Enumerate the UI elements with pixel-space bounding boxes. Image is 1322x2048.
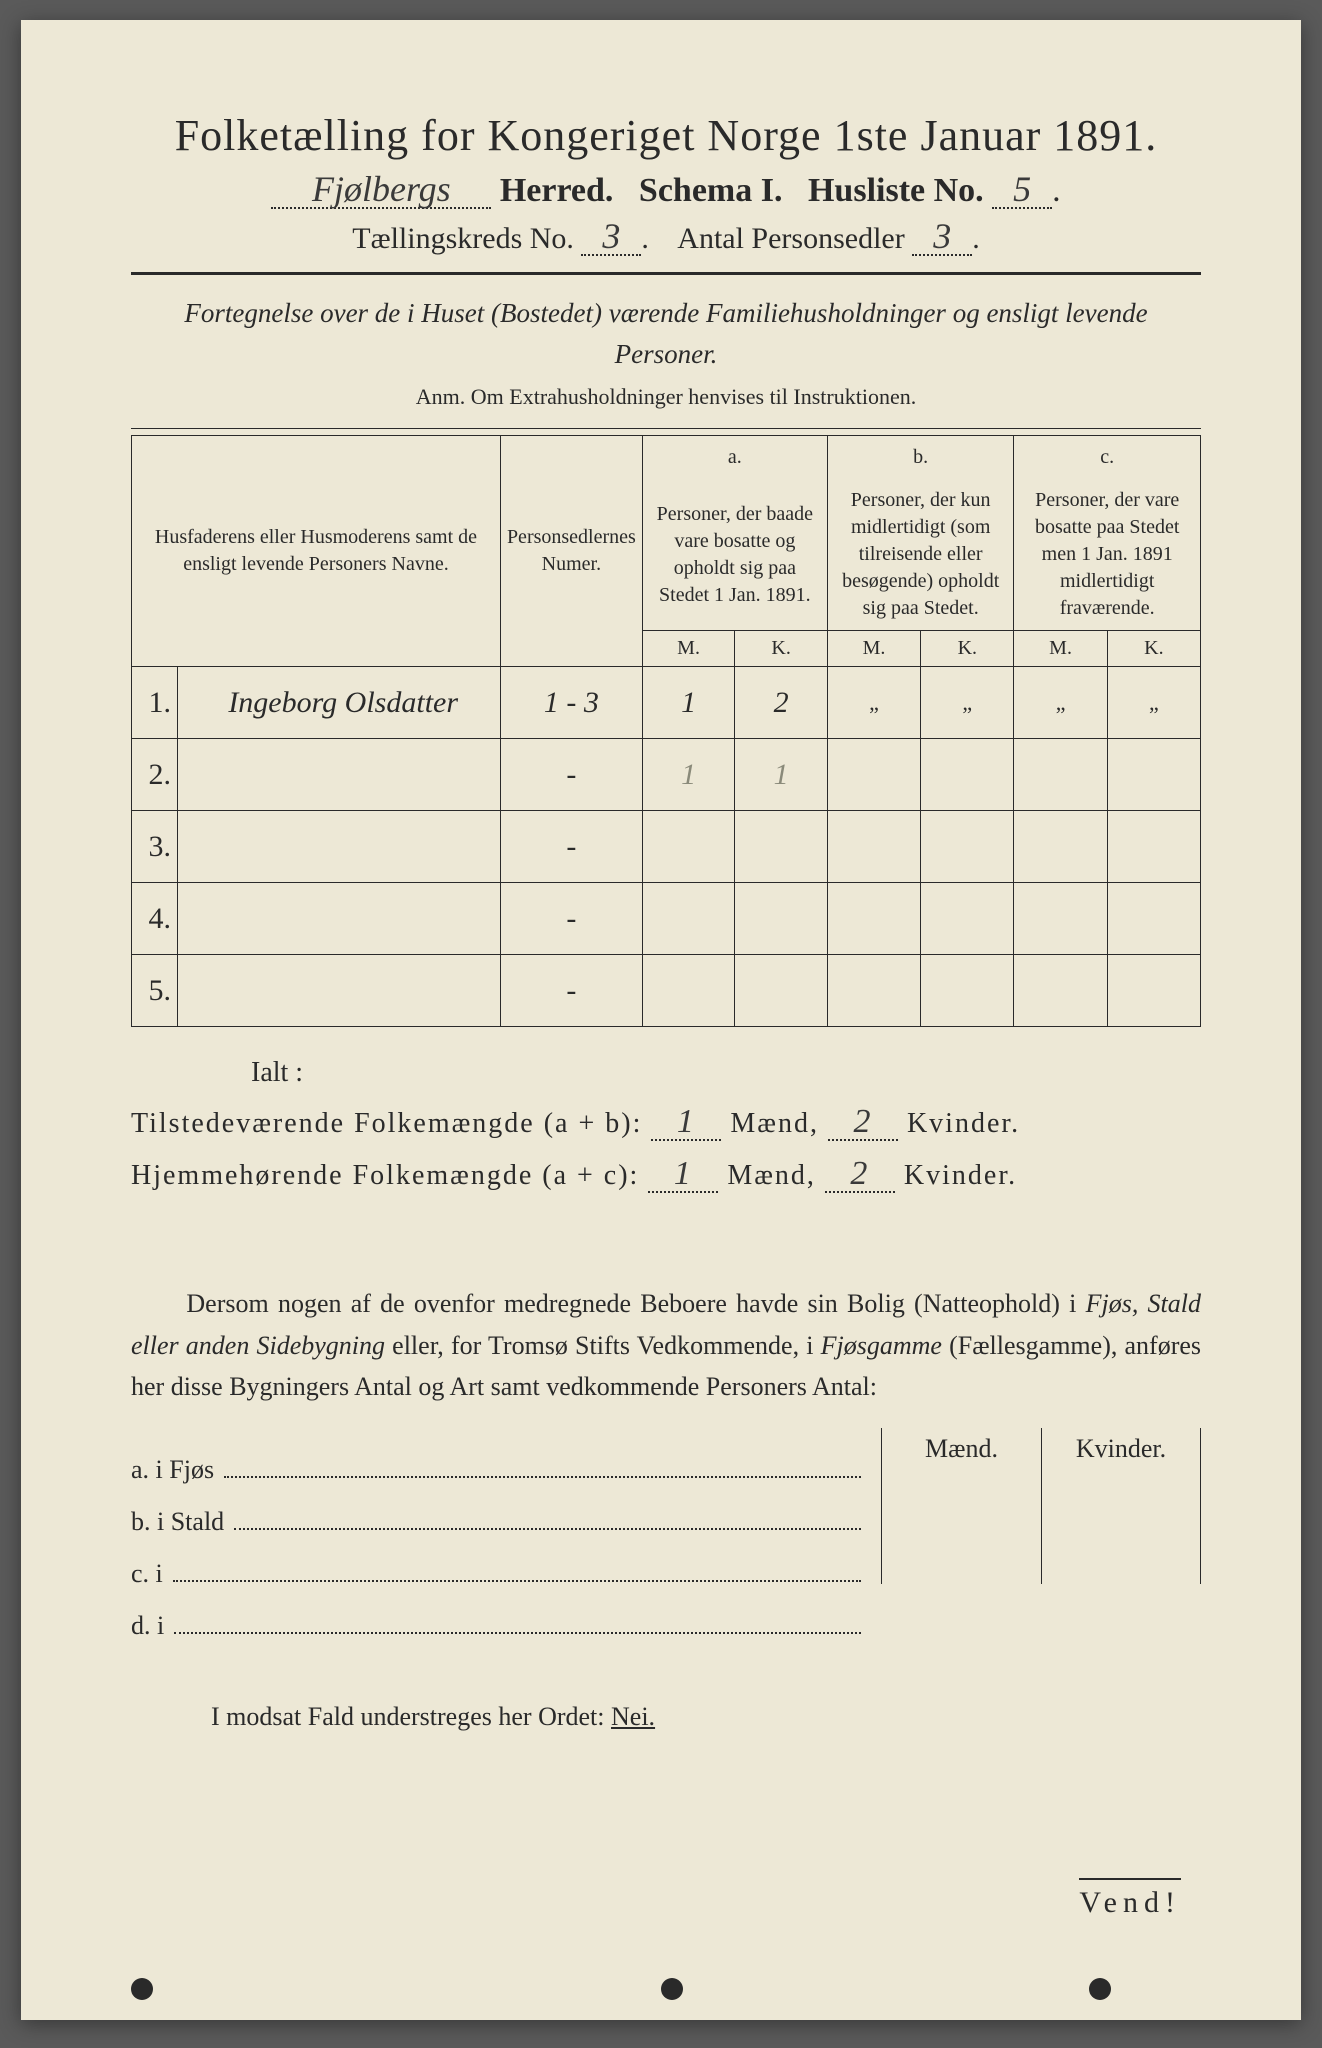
outbuilding-paragraph: Dersom nogen af de ovenfor medregnede Be… (131, 1283, 1201, 1408)
col-b-mk: M. K. (827, 631, 1014, 667)
row-number: 1. (132, 667, 178, 739)
anm-note: Anm. Om Extrahusholdninger henvises til … (131, 384, 1201, 410)
row-num: - (500, 811, 642, 883)
herred-value: Fjølbergs (271, 171, 491, 209)
antal-label: Antal Personsedler (677, 222, 904, 255)
punch-hole-icon (131, 1978, 153, 2000)
col-header-name: Husfaderens eller Husmoderens samt de en… (132, 436, 501, 667)
resident-k: 2 (825, 1157, 895, 1193)
row-num: 1 - 3 (500, 667, 642, 739)
table-row: 3. - (132, 811, 1201, 883)
present-k: 2 (828, 1105, 898, 1141)
husliste-label: Husliste No. (808, 172, 984, 209)
kvinder-column: Kvinder. (1041, 1428, 1201, 1584)
row-number: 5. (132, 955, 178, 1027)
opt-d: d. i (131, 1600, 1201, 1652)
nei-line: I modsat Fald understreges her Ordet: Ne… (131, 1702, 1201, 1732)
total-present: Tilstedeværende Folkemængde (a + b): 1 M… (131, 1105, 1201, 1141)
page-title: Folketælling for Kongeriget Norge 1ste J… (131, 110, 1201, 161)
cell-bk: „ (921, 667, 1013, 738)
col-a-top: a. (642, 436, 827, 480)
kreds-no: 3 (581, 218, 641, 256)
total-resident: Hjemmehørende Folkemængde (a + c): 1 Mæn… (131, 1157, 1201, 1193)
row-number: 3. (132, 811, 178, 883)
row-number: 4. (132, 883, 178, 955)
household-table: Husfaderens eller Husmoderens samt de en… (131, 435, 1201, 1027)
rule-top (131, 272, 1201, 275)
cell-am: 1 (643, 739, 736, 810)
punch-hole-icon (1089, 1978, 1111, 2000)
herred-label: Herred. (500, 172, 614, 209)
row-name (178, 883, 501, 955)
table-body: 1. Ingeborg Olsdatter 1 - 3 1 2 „ „ (132, 667, 1201, 1027)
rule-above-table (131, 428, 1201, 429)
cell-cm: „ (1014, 667, 1107, 738)
col-c-top: c. (1014, 436, 1201, 480)
row-name (178, 811, 501, 883)
col-a-mk: M. K. (642, 631, 827, 667)
header-line-2: Fjølbergs Herred. Schema I. Husliste No.… (131, 171, 1201, 210)
nei-word: Nei. (611, 1702, 655, 1731)
kreds-label: Tællingskreds No. (352, 222, 574, 255)
form-subtitle: Fortegnelse over de i Huset (Bostedet) v… (131, 293, 1201, 374)
resident-m: 1 (648, 1157, 718, 1193)
census-form-page: Folketælling for Kongeriget Norge 1ste J… (21, 20, 1301, 2020)
col-header-num: Personsedlernes Numer. (500, 436, 642, 667)
maend-column: Mænd. (881, 1428, 1041, 1584)
table-row: 1. Ingeborg Olsdatter 1 - 3 1 2 „ „ (132, 667, 1201, 739)
row-name (178, 955, 501, 1027)
col-header-a: Personer, der baade vare bosatte og opho… (642, 479, 827, 631)
schema-label: Schema I. (639, 172, 783, 209)
table-row: 4. - (132, 883, 1201, 955)
header-line-3: Tællingskreds No. 3. Antal Personsedler … (131, 218, 1201, 256)
row-name (178, 739, 501, 811)
present-m: 1 (651, 1105, 721, 1141)
cell-am: 1 (643, 667, 736, 738)
husliste-no: 5 (992, 171, 1052, 209)
cell-ak: 2 (735, 667, 827, 738)
cell-ck: „ (1108, 667, 1200, 738)
vend-label: Vend! (1079, 1878, 1181, 1920)
col-header-b: Personer, der kun midlertidigt (som tilr… (827, 479, 1014, 631)
row-num: - (500, 883, 642, 955)
col-header-c: Personer, der vare bosatte paa Stedet me… (1014, 479, 1201, 631)
punch-hole-icon (661, 1978, 683, 2000)
col-c-mk: M. K. (1014, 631, 1201, 667)
table-row: 2. - 1 1 (132, 739, 1201, 811)
col-b-top: b. (827, 436, 1014, 480)
table-row: 5. - (132, 955, 1201, 1027)
ialt-label: Ialt : (131, 1057, 1201, 1089)
cell-bm: „ (828, 667, 921, 738)
row-number: 2. (132, 739, 178, 811)
cell-ak: 1 (735, 739, 827, 810)
row-name: Ingeborg Olsdatter (178, 667, 501, 739)
row-num: - (500, 739, 642, 811)
antal-no: 3 (912, 218, 972, 256)
row-num: - (500, 955, 642, 1027)
